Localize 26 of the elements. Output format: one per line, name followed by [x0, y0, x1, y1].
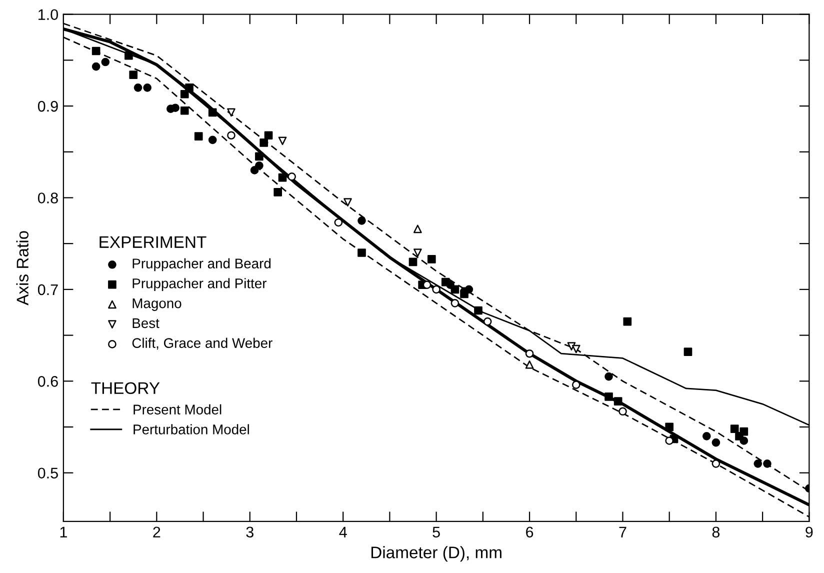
y-tick-label: 0.5 — [38, 468, 58, 479]
x-axis-title: Diameter (D), mm — [371, 546, 502, 562]
x-tick-label: 8 — [712, 526, 720, 538]
legend-label: Perturbation Model — [134, 424, 249, 434]
legend-label: Clift, Grace and Weber — [132, 338, 272, 350]
annotation: THEORY — [91, 382, 160, 394]
x-tick-label: 2 — [153, 526, 160, 538]
y-tick-label: 0.9 — [38, 100, 58, 112]
x-tick-label: 1 — [60, 526, 67, 538]
y-tick-label: 0.8 — [38, 192, 58, 204]
legend-title: EXPERIMENT — [100, 236, 206, 248]
x-tick-label: 3 — [246, 526, 254, 538]
x-tick-label: 6 — [526, 526, 534, 538]
y-tick-label: 0.6 — [38, 376, 58, 387]
legend-label: Present Model — [134, 404, 222, 414]
y-axis-title: Axis Ratio — [16, 231, 28, 306]
x-tick-label: 9 — [806, 526, 813, 538]
legend-label: Magono — [132, 298, 182, 311]
x-tick-label: 7 — [619, 526, 626, 538]
legend-label: Best — [132, 318, 160, 328]
legend-label: Pruppacher and Beard — [132, 258, 271, 272]
y-tick-label: 0.7 — [38, 284, 58, 296]
x-tick-label: 4 — [339, 526, 347, 538]
x-tick-label: 5 — [432, 526, 440, 538]
y-tick-label: 1.0 — [38, 9, 58, 20]
legend-label: Pruppacher and Pitter — [132, 278, 267, 292]
